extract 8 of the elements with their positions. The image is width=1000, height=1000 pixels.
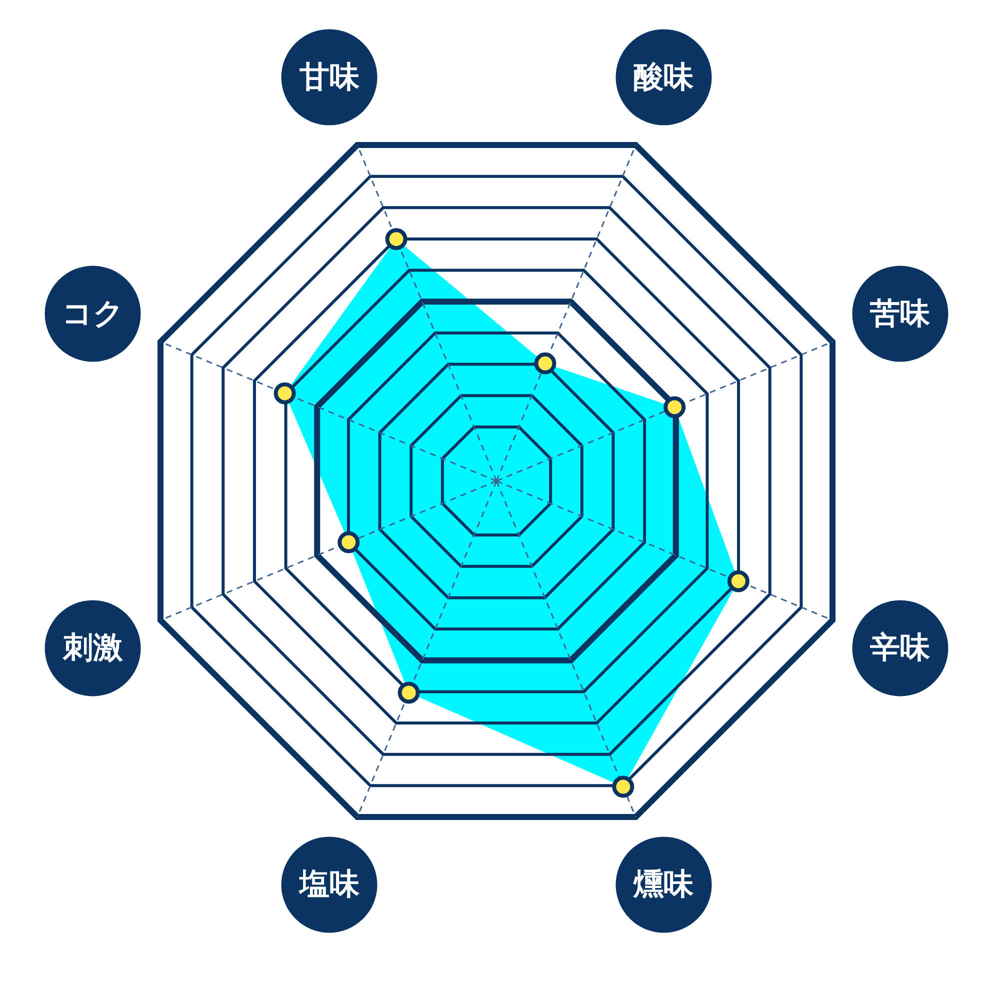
spoke-label: 辛味 [869, 630, 932, 666]
spoke-label: 甘味 [298, 60, 360, 95]
spoke-label: コク [62, 296, 124, 332]
spoke-label: 塩味 [298, 867, 360, 902]
spoke-label: 苦味 [869, 296, 932, 332]
spoke-label: 刺激 [62, 630, 124, 666]
spoke-label: 燻味 [632, 867, 695, 902]
spoke-label: 酸味 [634, 60, 695, 95]
